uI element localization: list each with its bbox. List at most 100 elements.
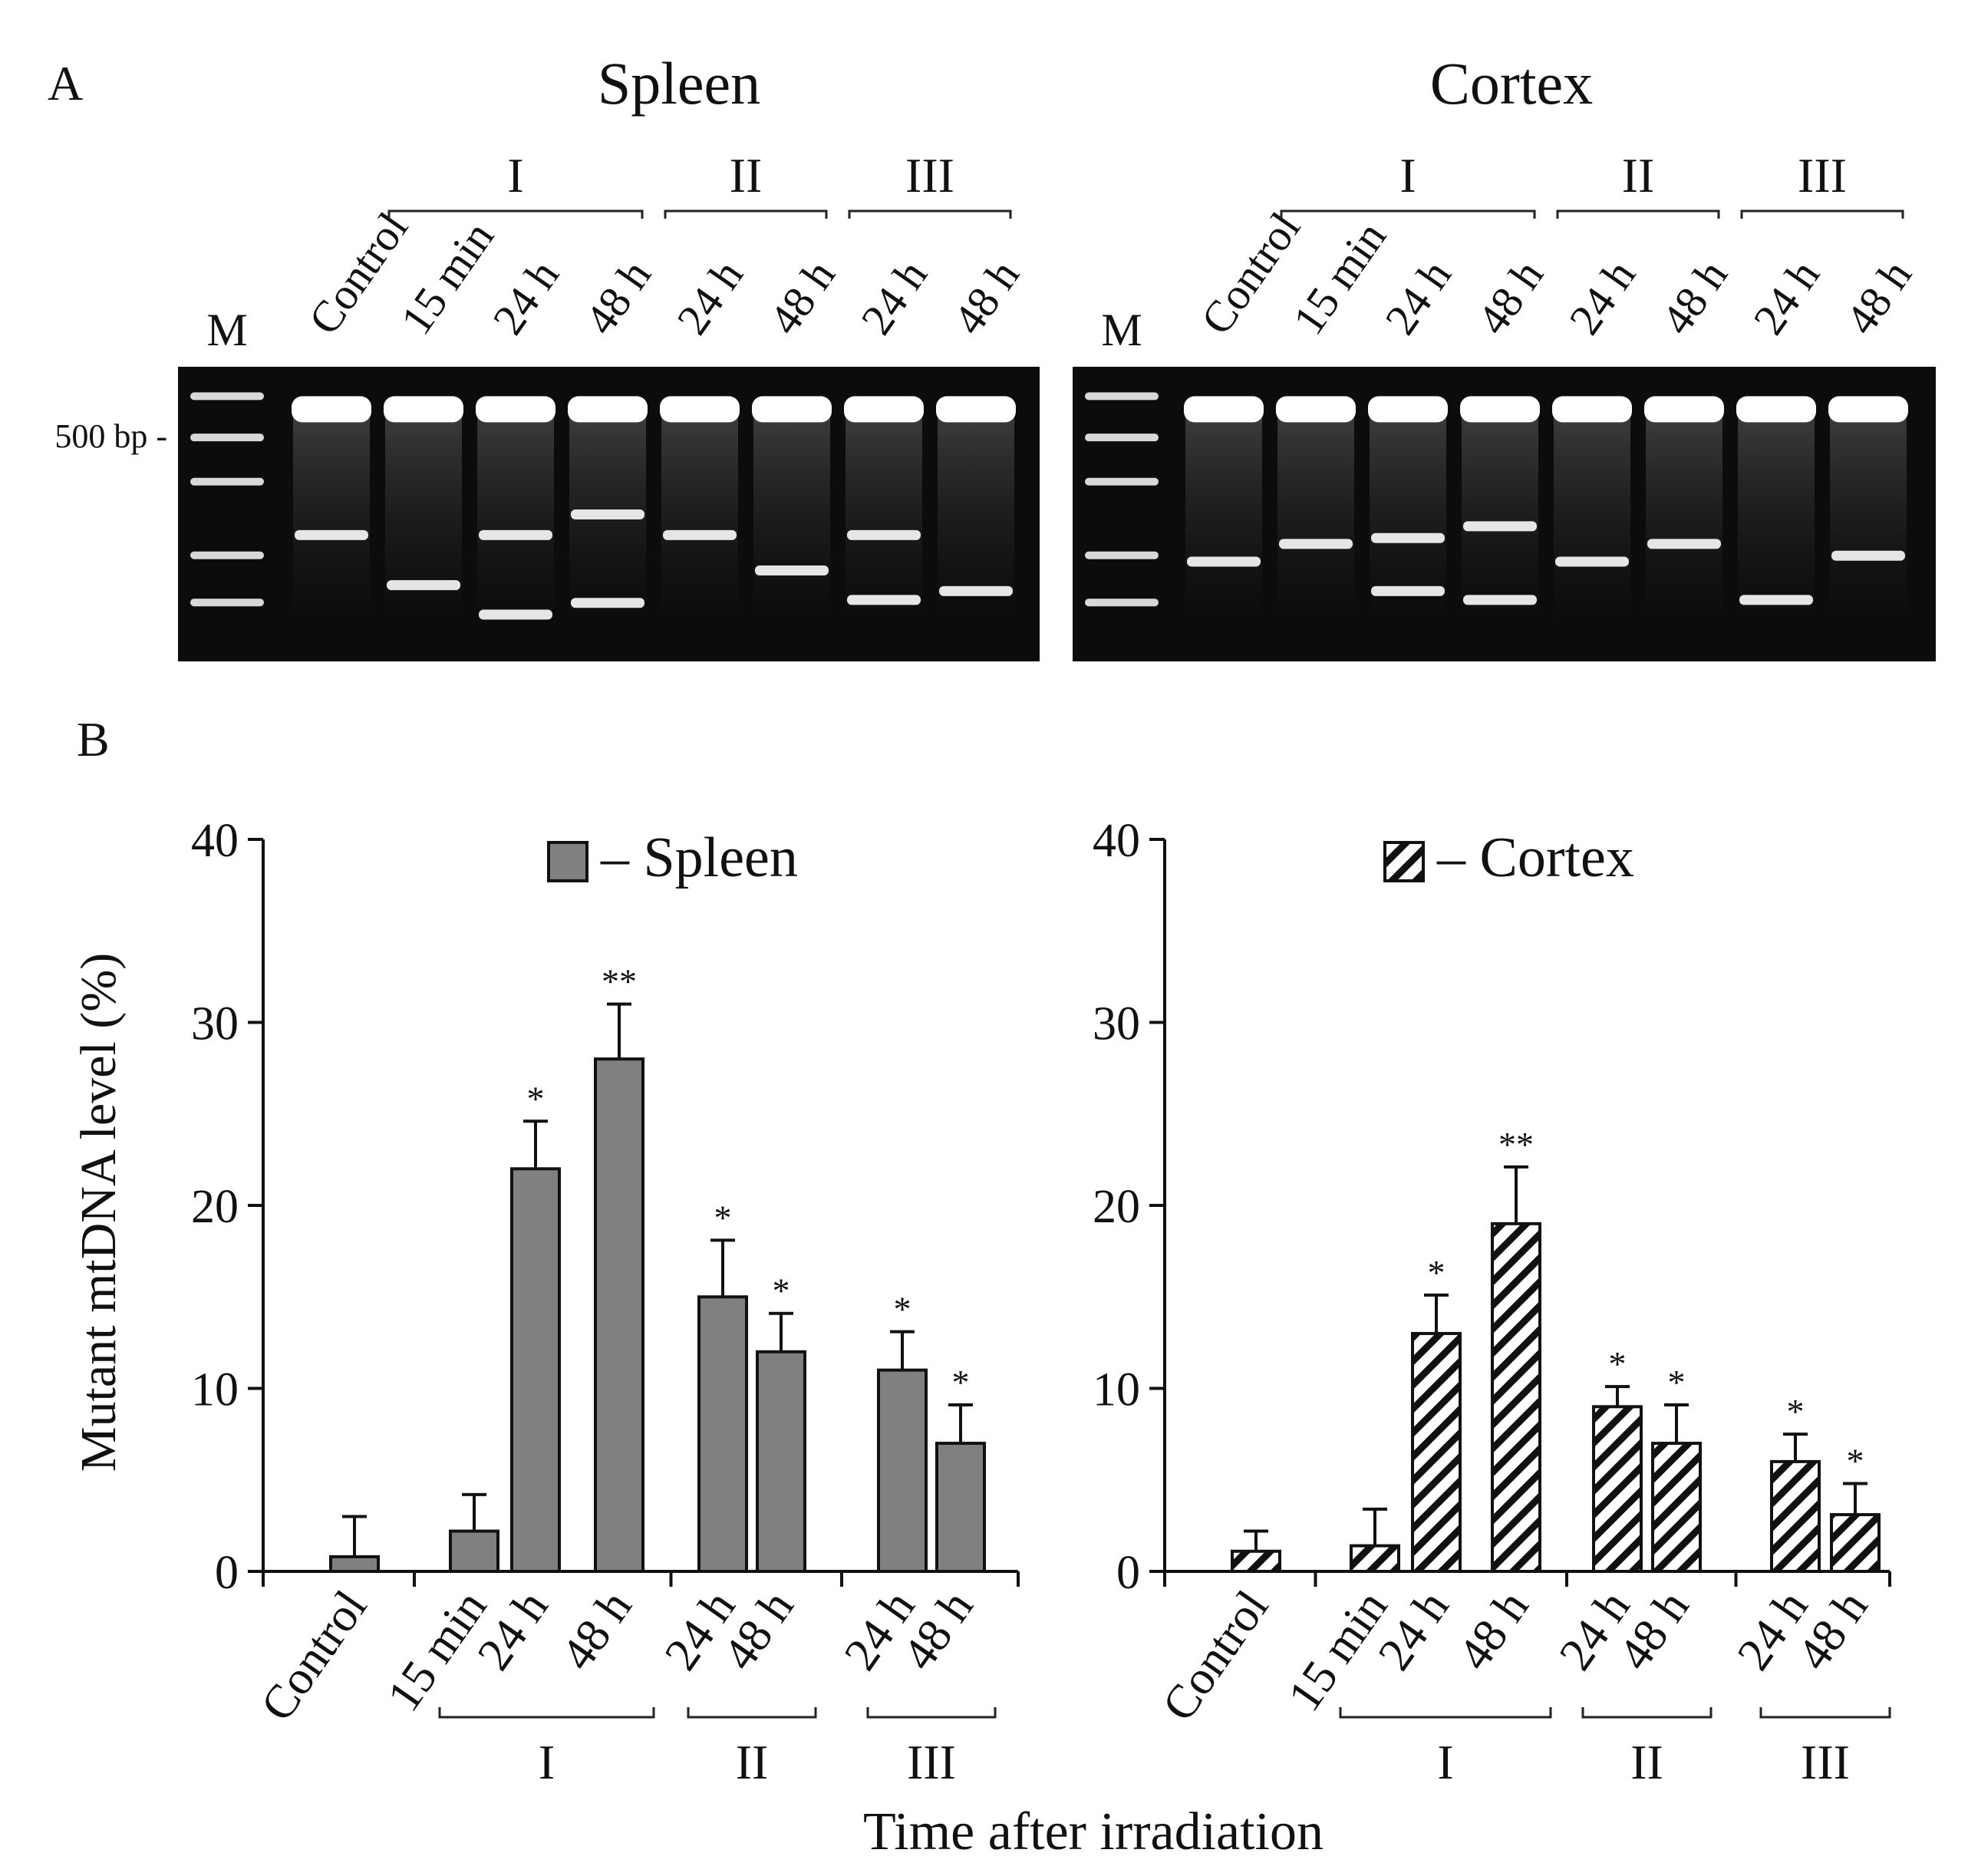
lane-smear xyxy=(1277,404,1354,626)
significance-marker: * xyxy=(1787,1392,1805,1431)
lane-smear xyxy=(477,404,554,626)
main-band xyxy=(1276,396,1356,423)
lane-smear xyxy=(846,404,922,626)
legend: – Spleen xyxy=(547,826,798,889)
lane-label: 48 h xyxy=(759,251,844,343)
lane-smear xyxy=(1738,404,1815,626)
main-band xyxy=(1552,396,1632,423)
x-axis-title: Time after irradiation xyxy=(863,1802,1324,1861)
y-tick-label: 30 xyxy=(1093,998,1140,1050)
bar xyxy=(510,1167,561,1574)
fragment-band xyxy=(387,580,460,591)
y-tick-label: 10 xyxy=(191,1364,239,1416)
fragment-band xyxy=(1555,556,1629,567)
bar xyxy=(329,1555,380,1574)
gel-group-label: I xyxy=(507,148,523,203)
lane-smear xyxy=(1462,404,1538,626)
lane-smear xyxy=(1185,404,1262,626)
marker-band xyxy=(190,434,264,442)
lane-label: 24 h xyxy=(1559,251,1644,343)
fragment-band xyxy=(571,598,644,608)
fragment-band xyxy=(571,509,644,519)
fragment-band xyxy=(295,529,368,540)
significance-marker: * xyxy=(1847,1442,1864,1481)
lane-label: 48 h xyxy=(575,251,660,343)
group-label: III xyxy=(907,1735,956,1789)
x-tick-label: 48 h xyxy=(714,1581,804,1680)
x-tick-label: 48 h xyxy=(552,1581,642,1680)
main-band xyxy=(660,396,740,423)
lane-label: 48 h xyxy=(1835,251,1920,343)
main-band xyxy=(1828,396,1908,423)
significance-marker: ** xyxy=(602,962,637,1001)
legend-label: – Spleen xyxy=(600,826,798,889)
x-tick-label: 48 h xyxy=(1449,1581,1539,1680)
group-label: I xyxy=(1437,1735,1453,1789)
group-bracket xyxy=(1759,1707,1891,1719)
x-tick-label: 48 h xyxy=(1788,1581,1878,1680)
y-tick-label: 20 xyxy=(1093,1181,1140,1233)
gel-group-bracket xyxy=(387,209,644,219)
group-bracket xyxy=(1581,1707,1713,1719)
fragment-band xyxy=(847,595,921,605)
group-label: II xyxy=(736,1735,769,1789)
fragment-band xyxy=(1647,539,1721,549)
lane-label: 48 h xyxy=(1467,251,1552,343)
lane-smear xyxy=(1646,404,1722,626)
bar xyxy=(1411,1331,1462,1573)
y-tick-label: 40 xyxy=(191,815,239,867)
fragment-band xyxy=(1371,585,1445,596)
bar xyxy=(1830,1513,1881,1573)
significance-marker: * xyxy=(1609,1344,1627,1383)
marker-label: M xyxy=(206,305,247,355)
fragment-band xyxy=(479,529,552,540)
gel-group-bracket xyxy=(1280,209,1536,219)
lane-label: 24 h xyxy=(1743,251,1828,343)
main-band xyxy=(1368,396,1448,423)
significance-marker: * xyxy=(952,1363,970,1402)
legend: – Cortex xyxy=(1383,826,1634,889)
bar xyxy=(1491,1222,1541,1573)
bar xyxy=(1592,1405,1643,1573)
lane-label: Control xyxy=(1191,203,1310,343)
marker-band xyxy=(190,551,264,559)
significance-marker: * xyxy=(894,1290,911,1329)
main-band xyxy=(1644,396,1724,423)
bar xyxy=(594,1057,644,1573)
group-bracket xyxy=(438,1707,655,1719)
y-tick-label: 0 xyxy=(215,1547,239,1599)
significance-marker: * xyxy=(527,1079,545,1118)
bar xyxy=(449,1529,499,1574)
main-band xyxy=(844,396,924,423)
main-band xyxy=(1184,396,1264,423)
x-tick-label: 48 h xyxy=(893,1581,984,1680)
main-band xyxy=(292,396,371,423)
chart-spleen: 0 10 20 30 40 Mutant mtDNA level (%) – Spleen C… xyxy=(71,815,1020,1789)
lane-label: 24 h xyxy=(483,251,568,343)
y-tick-label: 40 xyxy=(1093,815,1140,867)
gel-title: Cortex xyxy=(1430,50,1593,117)
y-tick-label: 0 xyxy=(1116,1547,1140,1599)
x-tick-label: 24 h xyxy=(1369,1581,1459,1680)
bar xyxy=(1651,1442,1702,1574)
gel-group-bracket xyxy=(1556,209,1720,219)
group-bracket xyxy=(687,1707,817,1719)
bar xyxy=(697,1295,748,1573)
main-band xyxy=(476,396,555,423)
lane-label: 24 h xyxy=(851,251,936,343)
main-band xyxy=(568,396,648,423)
lane-label: 48 h xyxy=(1651,251,1736,343)
gel-group-bracket xyxy=(664,209,828,219)
fragment-band xyxy=(479,609,552,620)
x-tick-label: 24 h xyxy=(468,1581,559,1680)
legend-swatch xyxy=(1383,841,1425,882)
bar xyxy=(877,1368,928,1574)
panel-label-b: B xyxy=(77,712,110,767)
significance-marker: * xyxy=(714,1198,732,1237)
fragment-band xyxy=(1463,521,1537,532)
gel-group-label: I xyxy=(1399,148,1416,203)
lane-smear xyxy=(385,404,462,626)
